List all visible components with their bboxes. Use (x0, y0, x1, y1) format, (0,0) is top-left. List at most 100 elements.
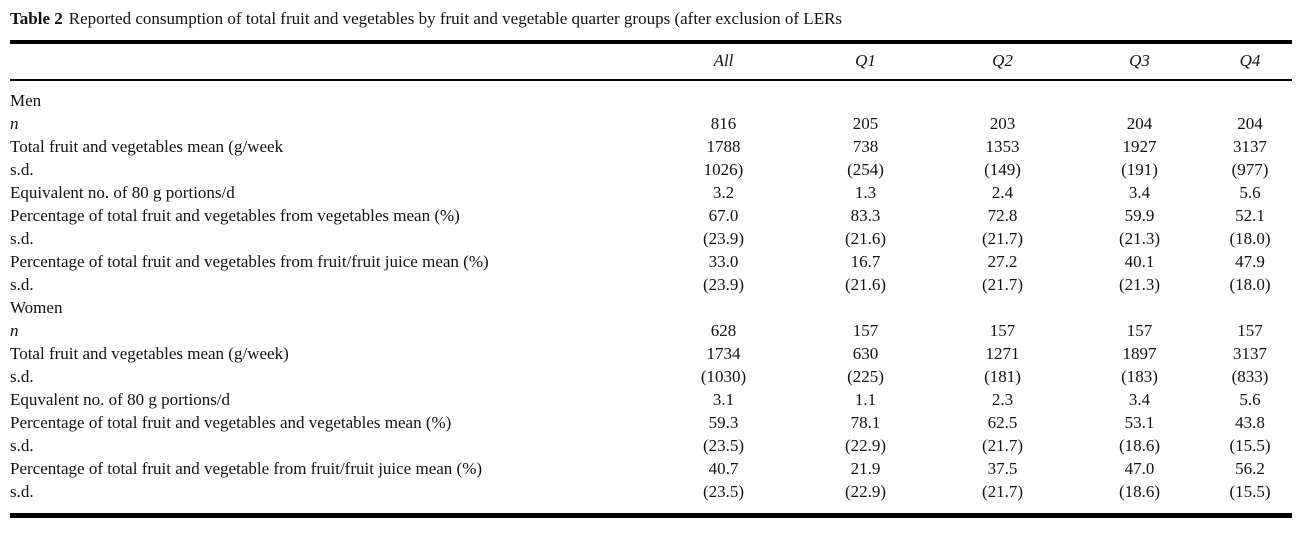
row-label: Men (10, 91, 42, 110)
row-label: s.d. (10, 367, 34, 386)
table-cell: (15.5) (1229, 482, 1271, 501)
column-header-all: All (650, 42, 797, 81)
table-cell: 205 (852, 114, 879, 133)
table-cell: (23.5) (702, 482, 745, 501)
table-cell: 1897 (1122, 344, 1157, 363)
table-cell: 816 (710, 114, 737, 133)
table-cell: (225) (847, 367, 884, 386)
row-label: s.d. (10, 436, 34, 455)
row-label: s.d. (10, 229, 34, 248)
table-caption-number: Table 2 (10, 9, 63, 28)
table-cell: 67.0 (708, 206, 739, 225)
row-label: Percentage of total fruit and vegetables… (10, 252, 489, 271)
table-cell: 47.9 (1235, 252, 1265, 271)
row-label: n (10, 114, 19, 133)
table-row: s.d. (1030) (225) (181) (183) (833) (10, 365, 1292, 388)
table-cell: (23.5) (702, 436, 745, 455)
table-cell: 40.1 (1124, 252, 1155, 271)
table-caption-text: Reported consumption of total fruit and … (68, 9, 843, 28)
table-cell: (23.9) (702, 275, 745, 294)
column-header-q3: Q3 (1071, 42, 1208, 81)
row-label: s.d. (10, 275, 34, 294)
row-label: Percentage of total fruit and vegetables… (10, 206, 460, 225)
table-cell: (21.6) (844, 229, 887, 248)
table-cell: (21.7) (981, 436, 1024, 455)
table-cell: 72.8 (987, 206, 1018, 225)
table-cell: 5.6 (1239, 183, 1261, 202)
table-cell: (22.9) (844, 436, 887, 455)
table-row: s.d. 1026) (254) (149) (191) (977) (10, 158, 1292, 181)
table-cell (650, 296, 797, 319)
table-cell: (22.9) (844, 482, 887, 501)
table-row: Total fruit and vegetables mean (g/week 1… (10, 135, 1292, 158)
table-cell: 47.0 (1124, 459, 1155, 478)
table-cell: (181) (984, 367, 1021, 386)
table-cell: 59.3 (708, 413, 739, 432)
table-cell: 62.5 (987, 413, 1018, 432)
table-cell: (1030) (700, 367, 747, 386)
table-cell: 40.7 (708, 459, 739, 478)
table-cell: (21.6) (844, 275, 887, 294)
table-cell: (18.6) (1118, 482, 1161, 501)
table-cell: 628 (710, 321, 737, 340)
table-cell: (18.0) (1229, 229, 1271, 248)
table-cell: (254) (847, 160, 884, 179)
table-cell: 16.7 (850, 252, 881, 271)
table-cell: 1.1 (854, 390, 877, 409)
table-cell: 2.4 (991, 183, 1014, 202)
row-label: Total fruit and vegetables mean (g/week (10, 137, 284, 156)
table-cell: 630 (852, 344, 879, 363)
row-label: Equvalent no. of 80 g portions/d (10, 390, 231, 409)
table-cell: 1927 (1122, 137, 1157, 156)
table-cell: (18.6) (1118, 436, 1161, 455)
table-cell (1071, 296, 1208, 319)
table-cell: (21.7) (981, 482, 1024, 501)
table-caption: Table 2 Reported consumption of total fru… (10, 7, 1302, 31)
row-label: s.d. (10, 482, 34, 501)
table-cell: 157 (1126, 321, 1153, 340)
table-cell: 78.1 (850, 413, 881, 432)
table-row: Total fruit and vegetables mean (g/week)… (10, 342, 1292, 365)
table-cell: 43.8 (1235, 413, 1265, 432)
row-label: Women (10, 298, 63, 317)
table-cell: (21.7) (981, 229, 1024, 248)
table-row: n 628 157 157 157 157 (10, 319, 1292, 342)
column-header-q2: Q2 (934, 42, 1071, 81)
table-cell: (183) (1121, 367, 1158, 386)
table-row: Percentage of total fruit and vegetables… (10, 250, 1292, 273)
table-cell: 3137 (1233, 344, 1267, 363)
table-cell: 1734 (706, 344, 741, 363)
table-cell: (21.7) (981, 275, 1024, 294)
table-cell: 53.1 (1124, 413, 1155, 432)
table-cell: 157 (852, 321, 879, 340)
table-cell (1208, 296, 1292, 319)
table-cell: 1.3 (854, 183, 877, 202)
table-cell: 1353 (985, 137, 1020, 156)
table-cell: (15.5) (1229, 436, 1271, 455)
table-row: s.d. (23.9) (21.6) (21.7) (21.3) (18.0) (10, 227, 1292, 250)
table-cell: 1788 (706, 137, 741, 156)
table-row: s.d. (23.5) (22.9) (21.7) (18.6) (15.5) (10, 434, 1292, 457)
table-cell: 27.2 (987, 252, 1018, 271)
column-header-q1: Q1 (797, 42, 934, 81)
section-row: Women (10, 296, 1292, 319)
table-cell: 204 (1126, 114, 1153, 133)
table-row: n 816 205 203 204 204 (10, 112, 1292, 135)
table-cell: 157 (1237, 321, 1263, 340)
table-cell: 1026) (703, 160, 744, 179)
table-row: Equivalent no. of 80 g portions/d 3.2 1.3 2… (10, 181, 1292, 204)
table-cell: 738 (852, 137, 879, 156)
table-cell: 3.1 (712, 390, 735, 409)
table-cell: 56.2 (1235, 459, 1265, 478)
table-cell: (149) (984, 160, 1021, 179)
table-cell: 157 (989, 321, 1016, 340)
table-cell (934, 80, 1071, 112)
table-cell: (18.0) (1229, 275, 1271, 294)
table-row: Equvalent no. of 80 g portions/d 3.1 1.1 2.… (10, 388, 1292, 411)
table-cell (934, 296, 1071, 319)
table-row: s.d. (23.9) (21.6) (21.7) (21.3) (18.0) (10, 273, 1292, 296)
table-cell: 3.2 (712, 183, 735, 202)
table-cell: (21.3) (1118, 229, 1161, 248)
table-row: Percentage of total fruit and vegetables… (10, 204, 1292, 227)
table-cell (1208, 80, 1292, 112)
